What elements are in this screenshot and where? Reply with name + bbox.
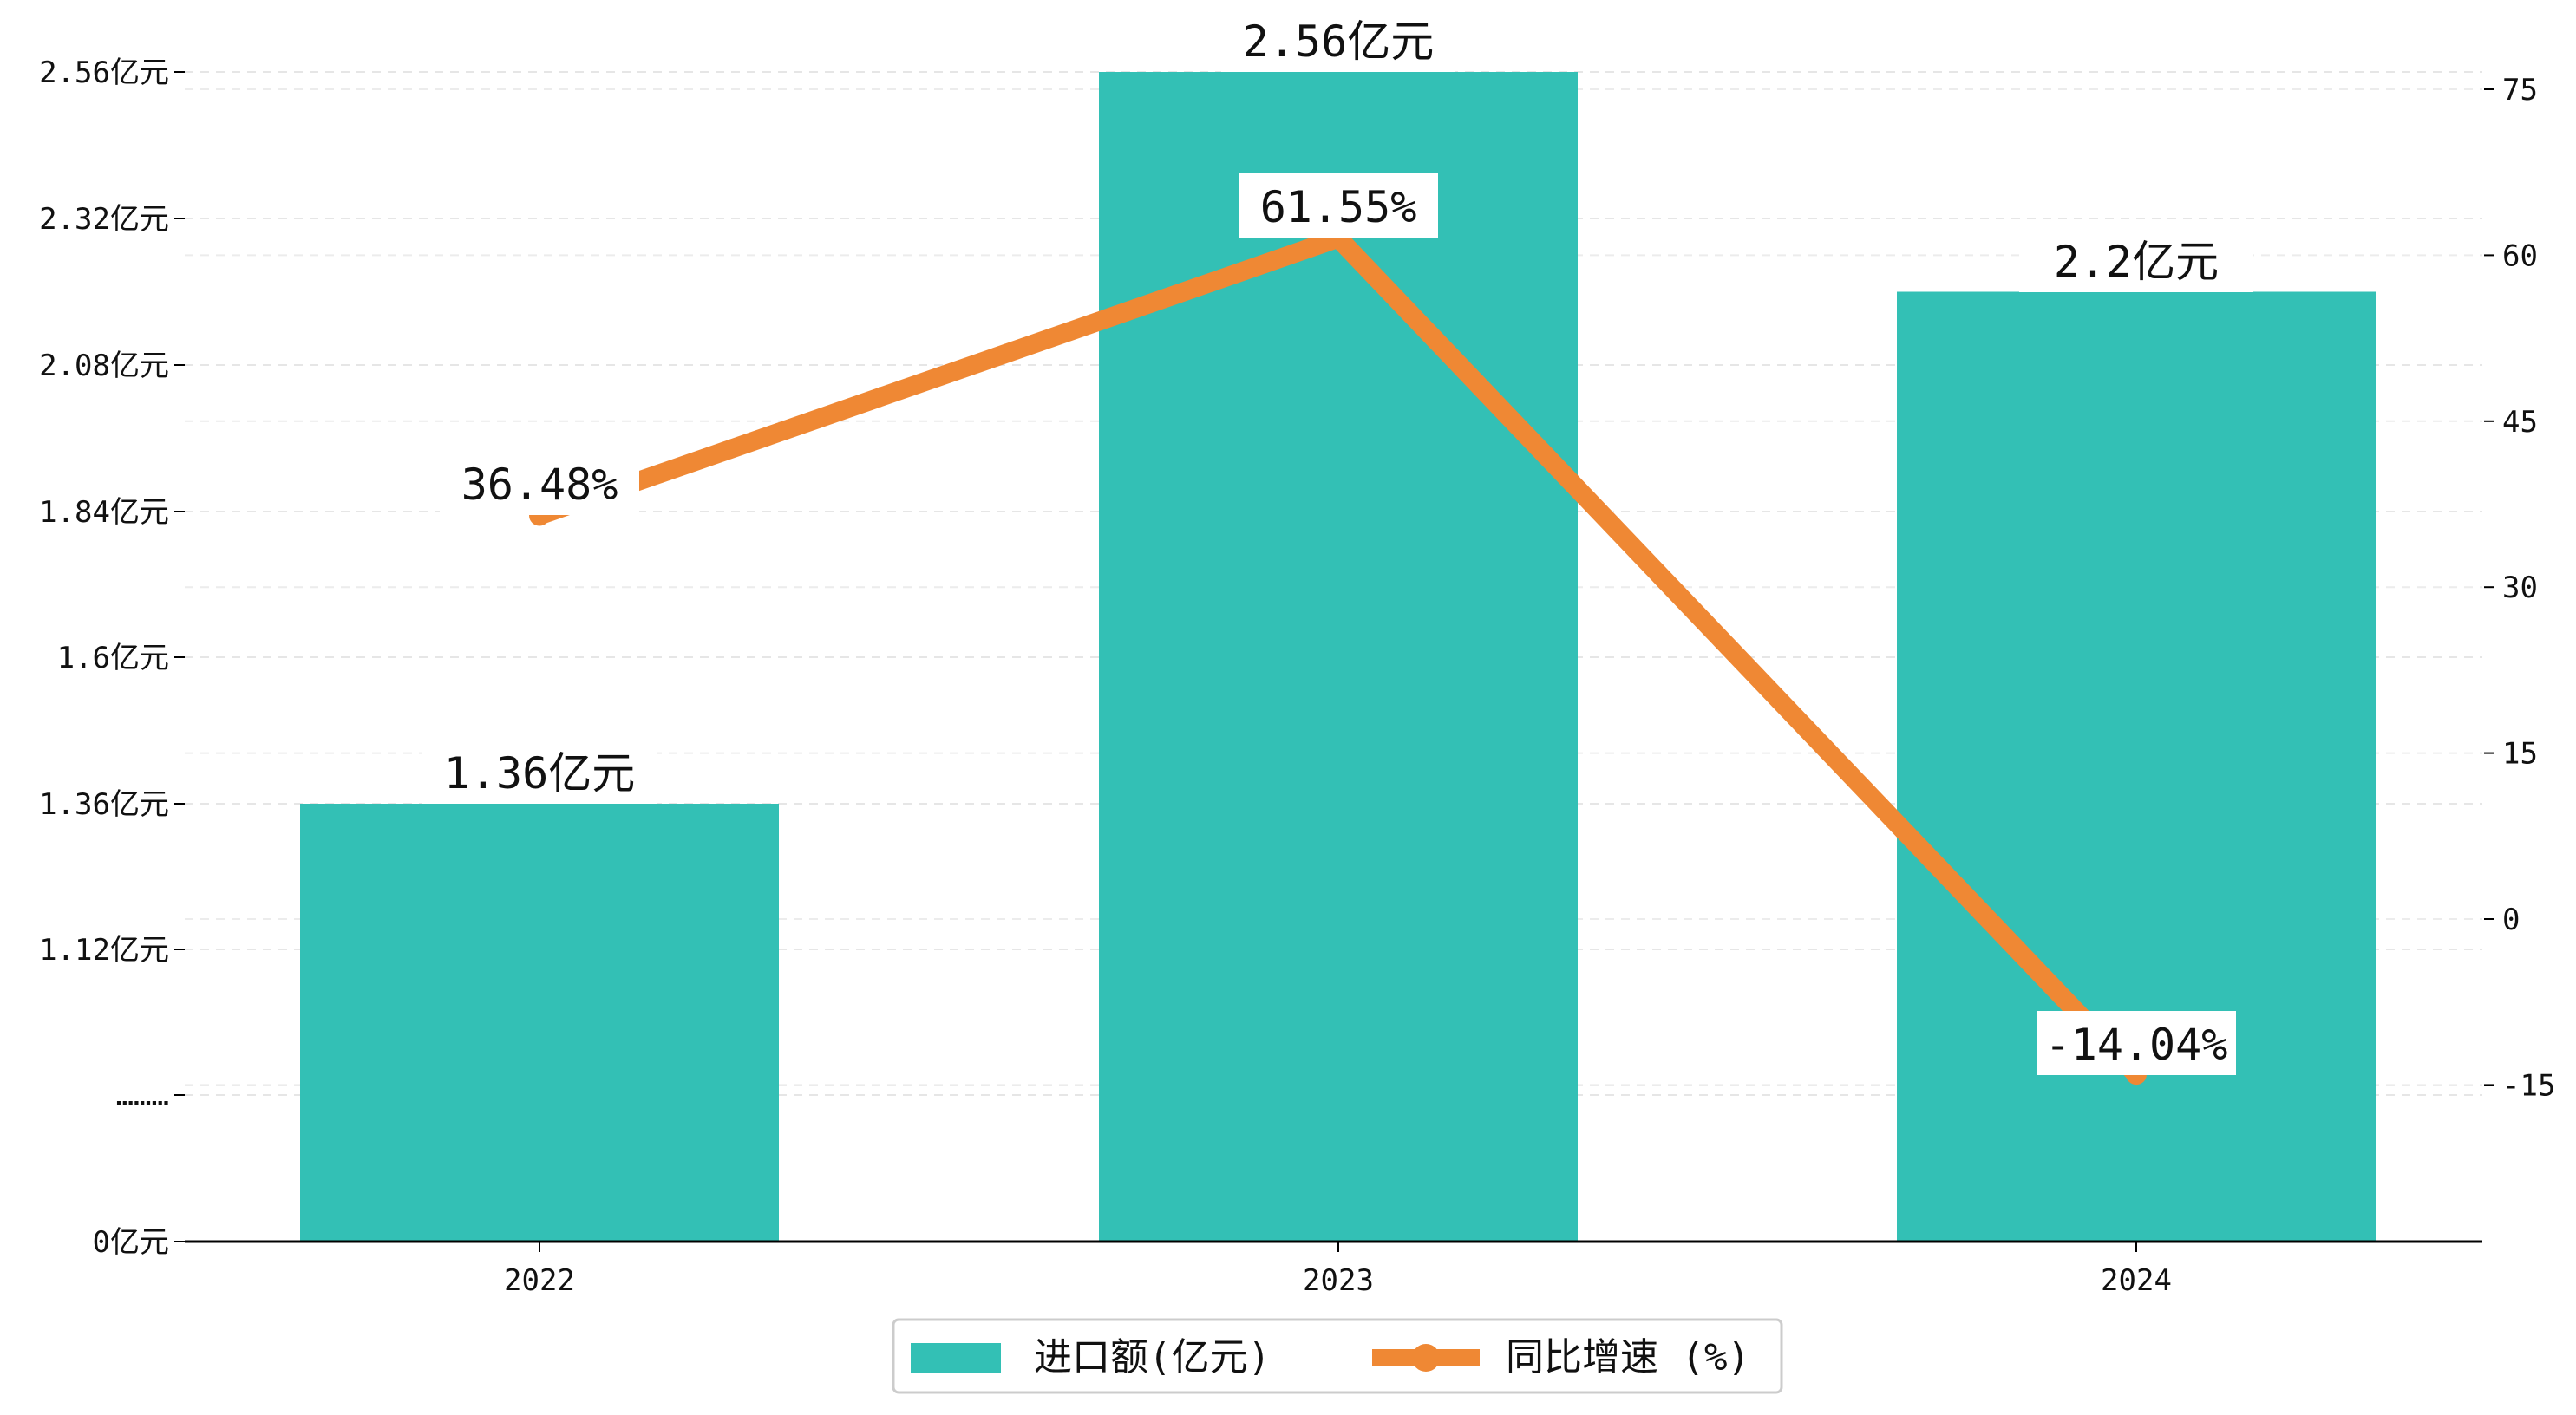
x-tick-label: 2023 [1303, 1263, 1374, 1298]
y-left-tick-label: 2.08亿元 [39, 349, 169, 383]
y-right-tick-label: 0 [2502, 903, 2520, 937]
growth-value-label-box [2037, 1011, 2236, 1075]
bar-value-label-box [1221, 8, 1455, 72]
y-left-tick-label: ……… [116, 1079, 169, 1113]
y-right-tick-label: 15 [2502, 737, 2538, 772]
data-labels: 1.36亿元 2.56亿元 2.2亿元 36.48% 61.55% -14.04% [422, 8, 2253, 1075]
y-right-tick-label: 45 [2502, 405, 2538, 440]
legend-bar-swatch [911, 1343, 1001, 1373]
legend-line-marker [1412, 1344, 1440, 1372]
y-right-tick-label: -15 [2502, 1068, 2555, 1103]
x-tick-label: 2022 [504, 1263, 575, 1298]
growth-value-label: 61.55% [1260, 182, 1417, 232]
growth-value-label: 36.48% [461, 460, 618, 510]
legend-frame [892, 1318, 1783, 1394]
bar-value-label-box [2019, 228, 2253, 292]
growth-value-label: -14.04% [2045, 1020, 2228, 1070]
axes: 0亿元 ……… 1.12亿元 1.36亿元 1.6亿元 1.84亿元 2.08亿元 2.32亿… [39, 55, 2555, 1298]
y-left-tick-label: 0亿元 [93, 1225, 169, 1260]
y-right-tick-label: 60 [2502, 238, 2538, 273]
legend-line-label: 同比增速 (%) [1506, 1335, 1750, 1379]
bar-value-label-box [422, 740, 657, 804]
growth-value-label-box [1239, 173, 1438, 238]
bar [1099, 72, 1578, 1242]
y-left-tick-label: 1.6亿元 [57, 641, 169, 675]
y-left-tick-label: 1.36亿元 [39, 787, 169, 822]
bar [300, 804, 779, 1242]
bar-value-label: 2.2亿元 [2054, 237, 2219, 287]
y-left-tick-label: 2.32亿元 [39, 202, 169, 237]
growth-value-label-box [440, 451, 639, 515]
y-left-tick-label: 1.84亿元 [39, 495, 169, 530]
y-right-tick-label: 30 [2502, 571, 2538, 605]
y-left-tick-label: 1.12亿元 [39, 933, 169, 968]
legend-bar-label: 进口额(亿元) [1034, 1335, 1271, 1379]
bar [1897, 291, 2376, 1242]
bar-value-label: 2.56亿元 [1243, 16, 1434, 67]
legend[interactable]: 进口额(亿元) 同比增速 (%) [892, 1318, 1783, 1394]
y-right-tick-label: 75 [2502, 73, 2538, 108]
bar-value-label: 1.36亿元 [444, 748, 635, 799]
y-left-tick-label: 2.56亿元 [39, 55, 169, 90]
x-tick-label: 2024 [2101, 1263, 2172, 1298]
